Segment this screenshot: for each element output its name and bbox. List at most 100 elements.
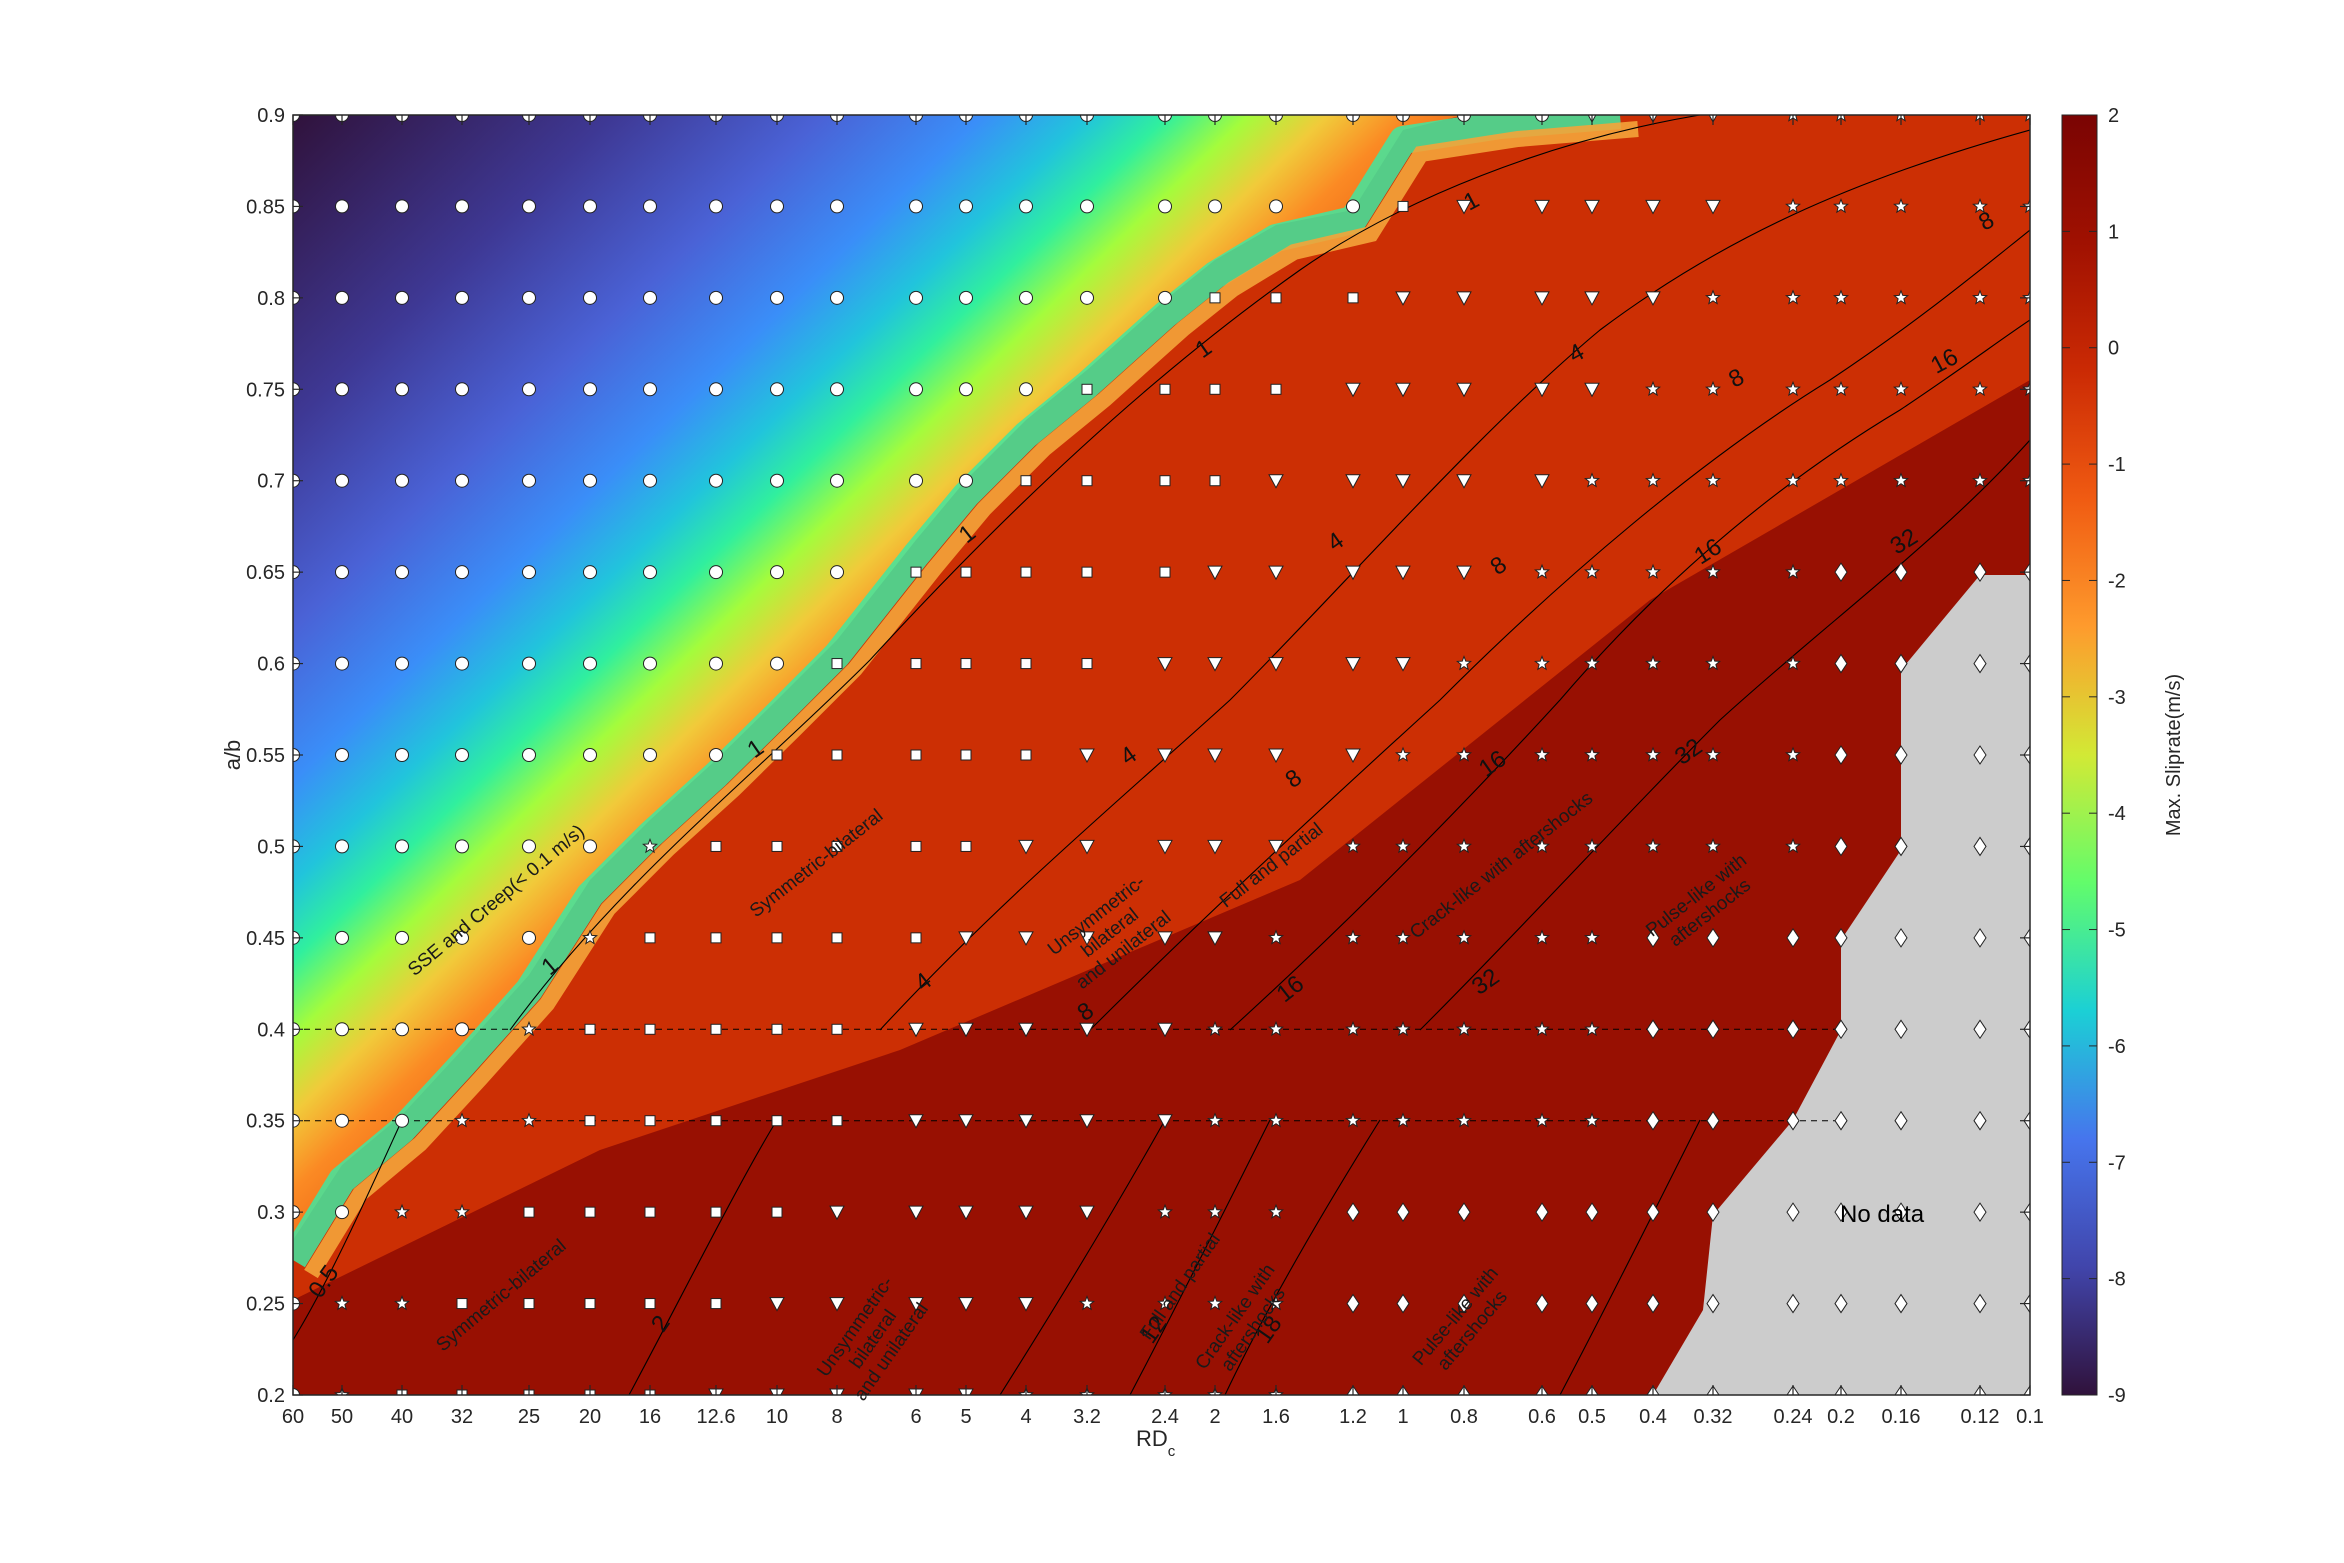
marker-circle [643, 656, 657, 671]
marker-star [1395, 1020, 1411, 1037]
marker-circle [455, 199, 469, 214]
marker-diamond [1706, 1293, 1720, 1314]
heatmap-cold-region [293, 115, 1620, 1395]
marker-diamond [1706, 927, 1720, 948]
marker-star [1207, 1295, 1223, 1311]
marker-circle [522, 290, 536, 305]
marker-triangle [1018, 1205, 1034, 1221]
x-tick-label: 16 [639, 1406, 661, 1428]
marker-triangle [1268, 474, 1284, 489]
marker-star [1785, 289, 1801, 305]
marker-triangle [1395, 382, 1411, 398]
marker-star [1584, 929, 1600, 945]
x-tick-label: 5 [960, 1406, 971, 1428]
marker-triangle [1207, 931, 1223, 946]
marker-square [831, 840, 843, 852]
marker-circle [395, 290, 409, 305]
marker-circle [959, 382, 973, 397]
marker-circle [583, 290, 597, 305]
marker-diamond [1396, 1202, 1410, 1223]
x-tick-label: 0.4 [1639, 1406, 1667, 1428]
marker-square [771, 749, 783, 761]
marker-circle [770, 382, 784, 397]
marker-star [1534, 746, 1550, 762]
marker-square [771, 1023, 783, 1035]
marker-circle [770, 473, 784, 488]
marker-diamond [1894, 1110, 1908, 1131]
marker-square [1159, 475, 1171, 487]
marker-star [1785, 198, 1801, 214]
marker-diamond [1834, 745, 1848, 765]
marker-star [1705, 472, 1721, 488]
marker-square [1209, 292, 1221, 304]
marker-triangle [1207, 839, 1223, 855]
x-tick-label: 0.8 [1450, 1406, 1478, 1428]
marker-diamond [1646, 1202, 1660, 1223]
no-data-region [1653, 575, 2030, 1395]
marker-star [1584, 838, 1600, 854]
marker-star [1345, 1020, 1361, 1037]
y-tick-label: 0.4 [257, 1019, 285, 1041]
marker-triangle [1345, 382, 1361, 398]
marker-diamond [1535, 1293, 1549, 1314]
marker-circle [335, 1022, 349, 1037]
marker-circle [455, 930, 469, 945]
marker-square [910, 840, 922, 852]
x-tick-label: 0.2 [1827, 1406, 1855, 1428]
marker-square [1397, 200, 1409, 212]
marker-square [1159, 566, 1171, 578]
marker-circle [293, 115, 300, 122]
marker-triangle [1079, 1205, 1095, 1221]
marker-triangle [1079, 931, 1095, 946]
marker-circle [909, 382, 923, 397]
marker-circle [1019, 290, 1033, 305]
marker-diamond [1973, 836, 1987, 857]
marker-triangle [1157, 1022, 1173, 1038]
marker-star [1893, 198, 1909, 214]
marker-circle [770, 290, 784, 305]
marker-star [1584, 563, 1600, 579]
marker-star [1584, 1112, 1600, 1128]
colorbar-bar [2061, 114, 2098, 1396]
x-tick-label: 0.6 [1528, 1406, 1556, 1428]
plot-area [293, 115, 2030, 1395]
marker-star [1785, 563, 1801, 579]
colorbar-tick-label: -8 [2108, 1269, 2126, 1291]
marker-circle [959, 290, 973, 305]
marker-square [523, 1298, 535, 1310]
marker-diamond [1346, 1293, 1360, 1314]
marker-diamond [1973, 927, 1987, 948]
x-tick-label: 4 [1020, 1406, 1031, 1428]
marker-circle [770, 565, 784, 580]
marker-circle [709, 199, 723, 214]
marker-diamond [1834, 1110, 1848, 1131]
marker-diamond [1973, 653, 1987, 674]
marker-square [1270, 383, 1282, 395]
marker-circle [335, 565, 349, 580]
marker-square [910, 658, 922, 670]
marker-square [960, 840, 972, 852]
marker-diamond [1646, 1019, 1660, 1040]
marker-star [1785, 380, 1801, 397]
marker-circle [770, 199, 784, 214]
marker-square [771, 1206, 783, 1218]
x-tick-label: 0.5 [1578, 1406, 1606, 1428]
marker-star [1972, 472, 1988, 488]
marker-star [1268, 1020, 1284, 1037]
marker-star [1534, 655, 1550, 671]
marker-square [1347, 292, 1359, 304]
marker-diamond [1457, 1293, 1471, 1314]
marker-triangle [1157, 1114, 1173, 1129]
marker-triangle [1018, 931, 1034, 946]
marker-star [1705, 289, 1721, 305]
marker-diamond [1973, 745, 1987, 765]
marker-star [1268, 1203, 1284, 1219]
marker-square [710, 1023, 722, 1035]
marker-star [1395, 746, 1411, 762]
marker-circle [583, 565, 597, 580]
marker-circle [522, 473, 536, 488]
marker-square [1081, 383, 1093, 395]
contour-lines [293, 115, 2030, 1395]
marker-square [710, 932, 722, 944]
marker-star [1268, 1112, 1284, 1128]
